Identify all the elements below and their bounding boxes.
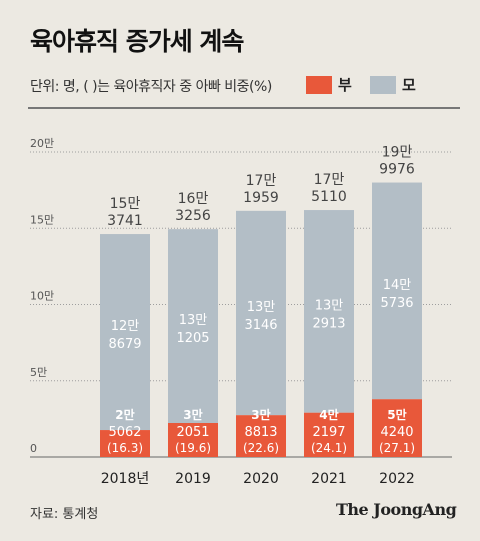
total-label: 5110 bbox=[311, 189, 347, 205]
bar-father bbox=[372, 399, 422, 457]
mother-value-label: 8679 bbox=[108, 337, 141, 352]
father-value-label: 4240 bbox=[380, 425, 413, 440]
total-label: 3741 bbox=[107, 213, 143, 229]
mother-value-label: 3146 bbox=[244, 318, 277, 333]
father-value-label: 8813 bbox=[244, 425, 277, 440]
mother-value-label: 12만 bbox=[111, 319, 140, 334]
father-share-label: (24.1) bbox=[311, 441, 347, 455]
mother-value-label: 13만 bbox=[179, 313, 208, 328]
mother-value-label: 13만 bbox=[247, 300, 276, 315]
total-label: 19만 bbox=[382, 145, 413, 161]
x-tick-label: 2018년 bbox=[101, 471, 150, 487]
brand-logo: The JoongAng bbox=[336, 500, 457, 519]
father-share-label: (19.6) bbox=[175, 441, 211, 455]
bar-father bbox=[236, 415, 286, 457]
legend-label-father: 부 bbox=[338, 76, 352, 94]
bar-father bbox=[304, 412, 354, 457]
total-label: 17만 bbox=[314, 172, 345, 188]
bar-father bbox=[168, 422, 218, 457]
legend-item-father: 부 bbox=[306, 74, 352, 95]
header-divider bbox=[28, 107, 460, 109]
mother-value-label: 13만 bbox=[315, 298, 344, 313]
total-label: 15만 bbox=[110, 196, 141, 212]
father-value-label: 5만 bbox=[387, 407, 406, 422]
total-label: 1959 bbox=[243, 190, 279, 206]
mother-value-label: 5736 bbox=[380, 296, 413, 311]
x-tick-label: 2020 bbox=[243, 471, 279, 487]
source-note: 자료: 통계청 bbox=[30, 507, 99, 522]
mother-value-label: 1205 bbox=[176, 331, 209, 346]
y-tick-label: 10만 bbox=[30, 290, 54, 303]
y-tick-label: 15만 bbox=[30, 213, 54, 226]
bar-mother bbox=[236, 210, 286, 416]
total-label: 3256 bbox=[175, 208, 211, 224]
father-value-label: 2051 bbox=[176, 425, 209, 440]
x-tick-label: 2019 bbox=[175, 471, 211, 487]
father-share-label: (22.6) bbox=[243, 441, 279, 455]
total-label: 16만 bbox=[178, 191, 209, 207]
father-value-label: 3만 bbox=[183, 407, 202, 422]
father-share-label: (27.1) bbox=[379, 441, 415, 455]
y-tick-label: 20만 bbox=[30, 137, 54, 150]
bar-mother bbox=[100, 234, 150, 431]
bar-father bbox=[100, 430, 150, 457]
x-tick-label: 2021 bbox=[311, 471, 347, 487]
bar-mother bbox=[372, 182, 422, 400]
legend-label-mother: 모 bbox=[402, 76, 416, 94]
mother-value-label: 14만 bbox=[383, 278, 412, 293]
bar-mother bbox=[168, 229, 218, 423]
mother-value-label: 2913 bbox=[312, 316, 345, 331]
y-tick-label: 5만 bbox=[30, 366, 47, 379]
unit-note: 단위: 명, ( )는 육아휴직자 중 아빠 비중(%) bbox=[30, 79, 272, 95]
father-value-label: 2197 bbox=[312, 425, 345, 440]
bar-mother bbox=[304, 210, 354, 413]
total-label: 9976 bbox=[379, 162, 415, 178]
father-share-label: (16.3) bbox=[107, 441, 143, 455]
y-tick-label: 0 bbox=[30, 442, 37, 455]
total-label: 17만 bbox=[246, 173, 277, 189]
legend-item-mother: 모 bbox=[370, 74, 416, 95]
legend-swatch-father bbox=[306, 75, 332, 94]
father-value-label: 3만 bbox=[251, 407, 270, 422]
x-tick-label: 2022 bbox=[379, 471, 415, 487]
father-value-label: 4만 bbox=[319, 407, 338, 422]
legend-swatch-mother bbox=[370, 75, 396, 94]
father-value-label: 5062 bbox=[108, 425, 141, 440]
chart-title: 육아휴직 증가세 계속 bbox=[30, 27, 244, 56]
father-value-label: 2만 bbox=[115, 407, 134, 422]
